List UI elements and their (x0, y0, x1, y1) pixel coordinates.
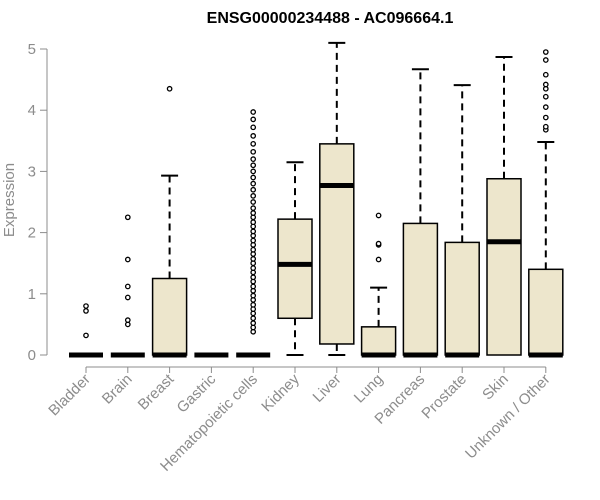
box-rect (277, 218, 313, 320)
outlier-point (250, 210, 257, 216)
outlier-point (375, 240, 382, 247)
outlier-point (250, 274, 257, 281)
outlier-point (250, 265, 257, 271)
outlier-point (83, 332, 89, 339)
y-tick-label: 0 (28, 347, 36, 364)
outlier-point (250, 301, 257, 308)
box-rect (360, 326, 397, 356)
outlier-point (250, 162, 257, 169)
y-tick-label: 5 (28, 41, 36, 58)
box-group (486, 55, 522, 356)
outlier-point (83, 303, 89, 309)
x-tick-label: Liver (310, 371, 345, 406)
outlier-point (542, 49, 549, 55)
outlier-point (542, 57, 549, 63)
y-tick-label: 1 (28, 286, 36, 303)
x-tick-label: Brain (99, 371, 136, 408)
outlier-point (250, 205, 257, 211)
x-tick-label: Bladder (45, 371, 94, 420)
chart-title: ENSG00000234488 - AC096664.1 (207, 10, 454, 27)
box-group (360, 212, 397, 358)
outlier-point (250, 148, 257, 155)
outlier-point (542, 104, 549, 110)
outlier-point (375, 256, 382, 263)
outlier-point (250, 141, 257, 147)
box-rect (486, 177, 522, 356)
outlier-point (124, 294, 131, 301)
outlier-point (124, 214, 131, 221)
outlier-point (83, 308, 89, 314)
outlier-point (250, 315, 257, 322)
outlier-point (250, 219, 257, 226)
outlier-point (250, 320, 257, 327)
box-rect (319, 143, 355, 345)
x-tick-label: Lung (351, 371, 387, 407)
box-group (402, 68, 439, 358)
outlier-point (250, 256, 257, 262)
outlier-point (542, 71, 549, 78)
box-rect (402, 222, 439, 356)
outlier-point (250, 168, 257, 175)
outlier-point (250, 156, 257, 163)
outlier-point (250, 124, 257, 131)
outlier-point (250, 109, 257, 115)
box-rect (528, 268, 564, 356)
outlier-point (250, 116, 257, 123)
x-tick-label: Breast (135, 370, 178, 413)
box-group (236, 109, 271, 358)
outlier-point (375, 212, 382, 219)
x-tick-label: Kidney (258, 370, 303, 415)
y-tick-label: 3 (28, 163, 36, 180)
outlier-point (250, 133, 257, 139)
box-group (444, 84, 480, 358)
plot-area (69, 41, 564, 358)
outlier-point (124, 317, 131, 323)
outlier-point (250, 174, 257, 181)
box-group (528, 49, 564, 358)
outlier-point (250, 228, 257, 235)
y-axis-label: Expression (1, 163, 18, 237)
box-group (151, 85, 188, 358)
outlier-point (250, 199, 257, 205)
box-group (319, 41, 355, 356)
box-group (69, 303, 103, 358)
x-tick-label: Prostate (418, 371, 470, 423)
outlier-point (166, 85, 173, 92)
outlier-point (250, 180, 257, 187)
outlier-point (124, 283, 131, 290)
outlier-point (250, 193, 257, 199)
outlier-point (542, 93, 549, 100)
outlier-point (250, 292, 257, 299)
outlier-point (250, 186, 257, 193)
outlier-point (250, 237, 257, 244)
y-tick-label: 2 (28, 225, 36, 242)
outlier-point (124, 256, 131, 263)
outlier-point (250, 246, 257, 253)
box-rect (151, 277, 188, 356)
outlier-point (542, 114, 549, 121)
x-tick-label: Skin (479, 371, 512, 404)
box-group (110, 214, 145, 358)
outlier-point (542, 81, 549, 88)
box-group (277, 161, 313, 356)
outlier-point (542, 123, 549, 130)
outlier-point (250, 283, 257, 290)
box-rect (444, 241, 480, 356)
y-tick-label: 4 (28, 102, 36, 119)
